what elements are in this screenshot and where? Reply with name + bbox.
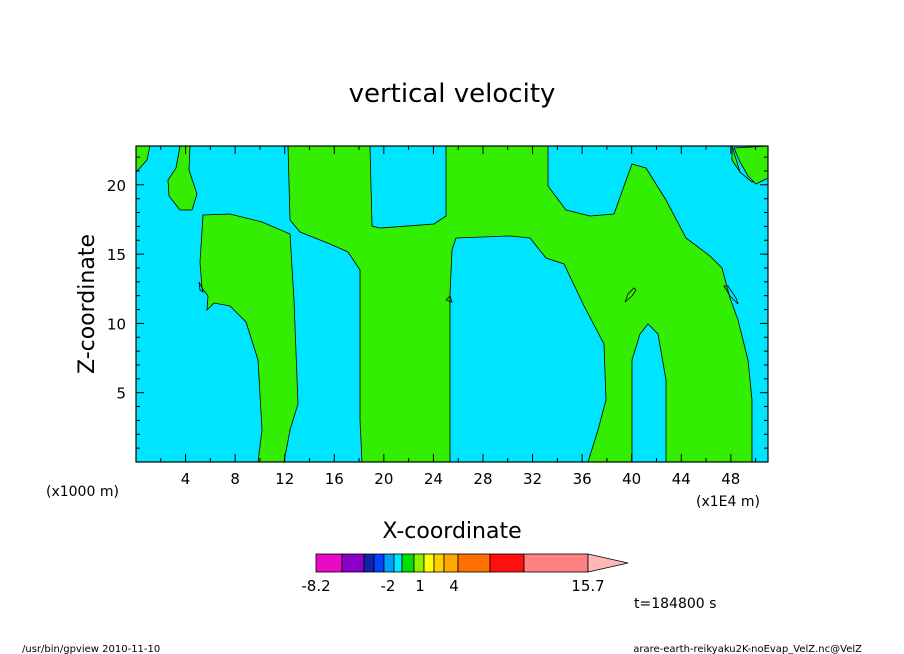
x-unit-left: (x1000 m) bbox=[46, 484, 119, 500]
x-tick-label: 8 bbox=[230, 470, 240, 488]
colorbar-segment bbox=[489, 553, 525, 573]
colorbar-arrow bbox=[587, 553, 629, 573]
x-tick-label: 12 bbox=[275, 470, 294, 488]
colorbar-tick-label: 1 bbox=[415, 577, 425, 595]
colorbar-segment bbox=[457, 553, 491, 573]
y-tick-labels: 5 10 15 20 bbox=[107, 177, 126, 403]
colorbar-segment bbox=[443, 553, 459, 573]
colorbar-segment bbox=[315, 553, 343, 573]
x-tick-label: 24 bbox=[424, 470, 443, 488]
time-label: t=184800 s bbox=[634, 596, 716, 612]
colorbar-segment bbox=[383, 553, 395, 573]
x-tick-label: 20 bbox=[374, 470, 393, 488]
colorbar-segment bbox=[401, 553, 415, 573]
x-tick-label: 4 bbox=[181, 470, 191, 488]
minor-contour-1 bbox=[198, 281, 204, 293]
positive-region-west bbox=[199, 213, 299, 463]
x-axis-label: X-coordinate bbox=[382, 519, 521, 544]
colorbar bbox=[315, 553, 629, 573]
footer-right: arare-earth-reikyaku2K-noEvap_VelZ.nc@Ve… bbox=[633, 644, 862, 654]
y-tick-label: 15 bbox=[107, 246, 126, 264]
x-tick-label: 32 bbox=[523, 470, 542, 488]
plot-area bbox=[135, 145, 769, 463]
colorbar-tick-labels: -8.2 -2 1 4 15.7 bbox=[301, 577, 604, 595]
y-tick-label: 10 bbox=[107, 315, 126, 333]
axis-ticks bbox=[136, 146, 768, 462]
x-tick-label: 28 bbox=[473, 470, 492, 488]
colorbar-tick-label: 4 bbox=[449, 577, 459, 595]
colorbar-segment bbox=[413, 553, 425, 573]
minor-contour-2 bbox=[624, 287, 637, 303]
colorbar-tick-label: 15.7 bbox=[571, 577, 604, 595]
footer-left: /usr/bin/gpview 2010-11-10 bbox=[22, 644, 160, 654]
x-tick-label: 44 bbox=[672, 470, 691, 488]
colorbar-segment bbox=[423, 553, 435, 573]
x-tick-label: 40 bbox=[622, 470, 641, 488]
x-tick-label: 36 bbox=[573, 470, 592, 488]
colorbar-tick-label: -8.2 bbox=[301, 577, 330, 595]
y-tick-label: 5 bbox=[116, 385, 126, 403]
y-axis-label: Z-coordinate bbox=[75, 234, 100, 374]
x-tick-label: 16 bbox=[325, 470, 344, 488]
x-tick-labels: 4 8 12 16 20 24 28 32 36 40 44 48 bbox=[181, 470, 741, 488]
colorbar-segment bbox=[363, 553, 375, 573]
x-tick-label: 48 bbox=[721, 470, 740, 488]
colorbar-segment bbox=[341, 553, 365, 573]
x-unit-right: (x1E4 m) bbox=[696, 494, 760, 510]
colorbar-segment bbox=[373, 553, 385, 573]
colorbar-segment bbox=[523, 553, 589, 573]
y-tick-label: 20 bbox=[107, 177, 126, 195]
colorbar-tick-label: -2 bbox=[381, 577, 396, 595]
colorbar-segment bbox=[433, 553, 445, 573]
minor-contour-4 bbox=[445, 295, 453, 303]
chart-title: vertical velocity bbox=[349, 79, 556, 109]
minor-contours bbox=[198, 281, 739, 305]
minor-contour-3 bbox=[723, 285, 739, 305]
positive-region-small-top bbox=[167, 145, 198, 211]
plot-frame bbox=[135, 145, 769, 463]
colorbar-segment bbox=[393, 553, 403, 573]
